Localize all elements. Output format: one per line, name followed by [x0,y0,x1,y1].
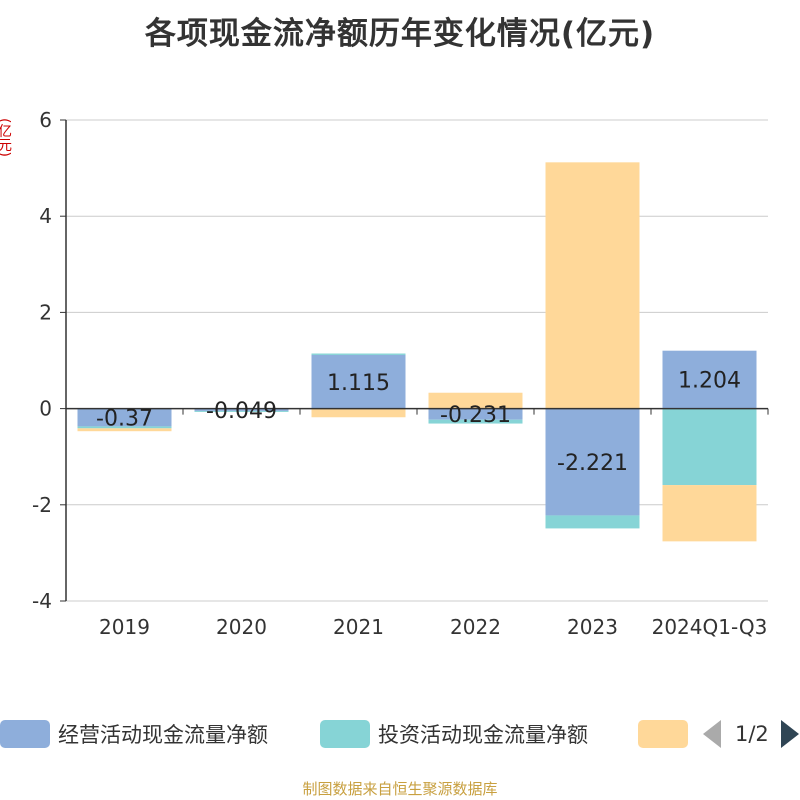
y-axis-unit: (亿元) [0,118,12,157]
bar-2021-series-1 [311,353,406,355]
x-tick-label-2019: 2019 [99,615,150,639]
data-label-2024Q1-Q3: 1.204 [678,369,741,394]
data-label-2023: -2.221 [557,451,628,476]
bar-2020-series-1 [194,410,289,412]
x-tick-label-2020: 2020 [216,615,267,639]
y-tick-label: -2 [32,493,52,517]
bar-2022-series-1 [428,419,523,424]
y-tick-label: -4 [32,589,52,613]
legend-label-investing: 投资活动现金流量净额 [378,723,588,747]
legend-label-operating: 经营活动现金流量净额 [58,723,268,747]
data-source-note: 制图数据来自恒生聚源数据库 [302,780,498,798]
legend-next-icon[interactable] [780,720,799,748]
bar-2019-series-1 [77,426,172,429]
bar-2021-series-0 [311,354,406,409]
legend-page-indicator: 1/2 [735,722,769,746]
legend-pager: 1/2 [700,716,800,752]
bar-2022-series-2 [428,392,523,409]
data-label-2020: -0.049 [206,399,277,424]
bar-2024Q1-Q3-series-0 [662,350,757,409]
bar-2024Q1-Q3-series-1 [662,408,757,486]
x-tick-label-2022: 2022 [450,615,501,639]
legend-item-third[interactable] [638,716,688,752]
legend: 经营活动现金流量净额 投资活动现金流量净额 [0,716,800,752]
legend-swatch-investing [320,720,370,748]
chart-title: 各项现金流净额历年变化情况(亿元) [144,16,656,52]
chart-canvas: -4 -2 0 2 4 6 -0.37 -0.049 1.115 -0.231 -2.221 1.20… [32,108,769,639]
y-tick-label: 6 [39,108,52,132]
data-label-2022: -0.231 [440,403,511,428]
y-tick-label: 2 [39,300,52,324]
legend-item-operating[interactable]: 经营活动现金流量净额 [0,716,268,752]
bar-2019-series-0 [77,408,172,427]
x-tick-label-2021: 2021 [333,615,384,639]
legend-item-investing[interactable]: 投资活动现金流量净额 [320,716,588,752]
bar-2019-series-2 [77,428,172,432]
y-tick-label: 0 [39,397,52,421]
x-tick-label-2023: 2023 [567,615,618,639]
data-label-2019: -0.37 [96,406,153,431]
y-tick-label: 4 [39,204,52,228]
bar-2023-series-1 [545,515,640,529]
data-label-2021: 1.115 [327,371,390,396]
bar-2021-series-2 [311,408,406,418]
x-tick-label-2024Q1-Q3: 2024Q1-Q3 [652,615,768,639]
legend-swatch-third [638,720,688,748]
bar-2022-series-0 [428,408,523,420]
bar-2023-series-2 [545,162,640,409]
bar-2020-series-0 [194,408,289,411]
legend-prev-icon[interactable] [703,720,721,748]
legend-swatch-operating [0,720,50,748]
bar-2023-series-0 [545,408,640,516]
bar-2024Q1-Q3-series-2 [662,485,757,542]
